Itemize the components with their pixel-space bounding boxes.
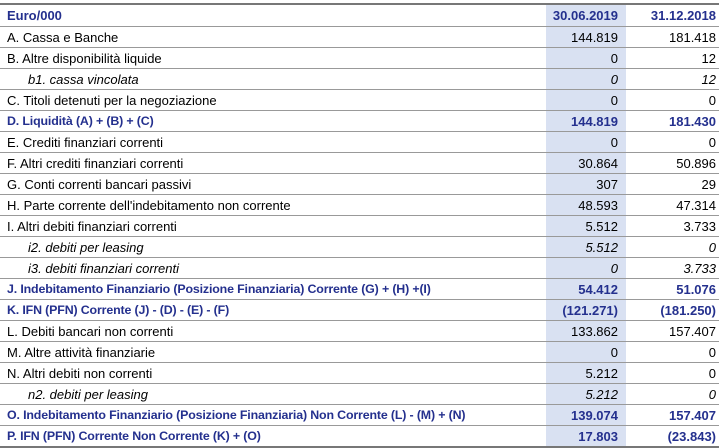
financial-statement-page: Euro/000 30.06.2019 31.12.2018 A. Cassa …: [0, 3, 720, 448]
row-label: C. Titoli detenuti per la negoziazione: [0, 89, 546, 111]
header-row: Euro/000 30.06.2019 31.12.2018: [0, 4, 719, 27]
value-30-06-2019: 30.864: [546, 152, 626, 174]
value-31-12-2018: 181.418: [626, 26, 719, 48]
row-label: F. Altri crediti finanziari correnti: [0, 152, 546, 174]
value-30-06-2019: 5.512: [546, 236, 626, 258]
row-label: H. Parte corrente dell'indebitamento non…: [0, 194, 546, 216]
value-31-12-2018: 12: [626, 47, 719, 69]
value-31-12-2018: 181.430: [626, 110, 719, 132]
value-31-12-2018: 157.407: [626, 320, 719, 342]
value-31-12-2018: 29: [626, 173, 719, 195]
value-31-12-2018: 0: [626, 383, 719, 405]
row-label: A. Cassa e Banche: [0, 26, 546, 48]
value-30-06-2019: 0: [546, 68, 626, 90]
value-30-06-2019: 5.212: [546, 362, 626, 384]
row-label: B. Altre disponibilità liquide: [0, 47, 546, 69]
value-30-06-2019: 144.819: [546, 26, 626, 48]
value-30-06-2019: 0: [546, 341, 626, 363]
value-30-06-2019: 54.412: [546, 278, 626, 300]
column-header-30-06-2019: 30.06.2019: [546, 4, 626, 27]
table-row: i2. debiti per leasing 5.512 0: [0, 236, 719, 258]
value-31-12-2018: 3.733: [626, 257, 719, 279]
column-header-31-12-2018: 31.12.2018: [626, 4, 719, 27]
row-label: P. IFN (PFN) Corrente Non Corrente (K) +…: [7, 429, 261, 443]
value-31-12-2018: 0: [626, 341, 719, 363]
value-30-06-2019: 17.803: [546, 425, 626, 447]
value-30-06-2019: 144.819: [546, 110, 626, 132]
value-30-06-2019: 133.862: [546, 320, 626, 342]
table-row: E. Crediti finanziari correnti 0 0: [0, 131, 719, 153]
row-label: L. Debiti bancari non correnti: [0, 320, 546, 342]
value-30-06-2019: 0: [546, 47, 626, 69]
row-label: i3. debiti finanziari correnti: [0, 257, 546, 279]
table-row: i3. debiti finanziari correnti 0 3.733: [0, 257, 719, 279]
value-30-06-2019: 0: [546, 89, 626, 111]
table-row: G. Conti correnti bancari passivi 307 29: [0, 173, 719, 195]
value-30-06-2019: 139.074: [546, 404, 626, 426]
value-30-06-2019: 48.593: [546, 194, 626, 216]
table-row: C. Titoli detenuti per la negoziazione 0 0: [0, 89, 719, 111]
value-31-12-2018: 0: [626, 236, 719, 258]
table-title: Euro/000: [0, 4, 546, 27]
table-row: N. Altri debiti non correnti 5.212 0: [0, 362, 719, 384]
table-row: O. Indebitamento Finanziario (Posizione …: [0, 404, 719, 426]
value-31-12-2018: 50.896: [626, 152, 719, 174]
value-30-06-2019: (121.271): [546, 299, 626, 321]
table-row: B. Altre disponibilità liquide 0 12: [0, 47, 719, 69]
row-label: K. IFN (PFN) Corrente (J) - (D) - (E) - …: [0, 299, 546, 321]
value-30-06-2019: 5.512: [546, 215, 626, 237]
row-label: D. Liquidità (A) + (B) + (C): [0, 110, 546, 132]
table-row: D. Liquidità (A) + (B) + (C) 144.819 181.4…: [0, 110, 719, 132]
value-31-12-2018: 0: [626, 131, 719, 153]
table-row: M. Altre attività finanziarie 0 0: [0, 341, 719, 363]
table-row: P. IFN (PFN) Corrente Non Corrente (K) +…: [0, 425, 719, 447]
table-row: I. Altri debiti finanziari correnti 5.512…: [0, 215, 719, 237]
value-31-12-2018: 0: [626, 89, 719, 111]
row-label: b1. cassa vincolata: [0, 68, 546, 90]
row-label: M. Altre attività finanziarie: [0, 341, 546, 363]
table-row: A. Cassa e Banche 144.819 181.418: [0, 26, 719, 48]
table-row: n2. debiti per leasing 5.212 0: [0, 383, 719, 405]
value-31-12-2018: (23.843): [667, 428, 716, 444]
table-row: K. IFN (PFN) Corrente (J) - (D) - (E) - …: [0, 299, 719, 321]
table-row: J. Indebitamento Finanziario (Posizione …: [0, 278, 719, 300]
table-row: b1. cassa vincolata 0 12: [0, 68, 719, 90]
row-label: n2. debiti per leasing: [0, 383, 546, 405]
value-31-12-2018: 0: [626, 362, 719, 384]
row-label: J. Indebitamento Finanziario (Posizione …: [0, 278, 546, 300]
value-30-06-2019: 307: [546, 173, 626, 195]
value-31-12-2018: 47.314: [626, 194, 719, 216]
row-label: i2. debiti per leasing: [0, 236, 546, 258]
value-30-06-2019: 5.212: [546, 383, 626, 405]
value-31-12-2018: 157.407: [626, 404, 719, 426]
value-31-12-2018: 3.733: [626, 215, 719, 237]
value-30-06-2019: 0: [546, 131, 626, 153]
value-31-12-2018: (181.250): [626, 299, 719, 321]
row-label: O. Indebitamento Finanziario (Posizione …: [0, 404, 546, 426]
row-label: G. Conti correnti bancari passivi: [0, 173, 546, 195]
table-body: A. Cassa e Banche 144.819 181.418 B. Altre …: [0, 26, 719, 447]
row-label: N. Altri debiti non correnti: [0, 362, 546, 384]
row-label: I. Altri debiti finanziari correnti: [0, 215, 546, 237]
table-row: L. Debiti bancari non correnti 133.862 157…: [0, 320, 719, 342]
value-31-12-2018: 51.076: [626, 278, 719, 300]
table-row: F. Altri crediti finanziari correnti 30.8…: [0, 152, 719, 174]
net-financial-position-table: Euro/000 30.06.2019 31.12.2018 A. Cassa …: [0, 3, 719, 448]
value-30-06-2019: 0: [546, 257, 626, 279]
value-31-12-2018: 12: [626, 68, 719, 90]
row-label: E. Crediti finanziari correnti: [0, 131, 546, 153]
table-row: H. Parte corrente dell'indebitamento non…: [0, 194, 719, 216]
